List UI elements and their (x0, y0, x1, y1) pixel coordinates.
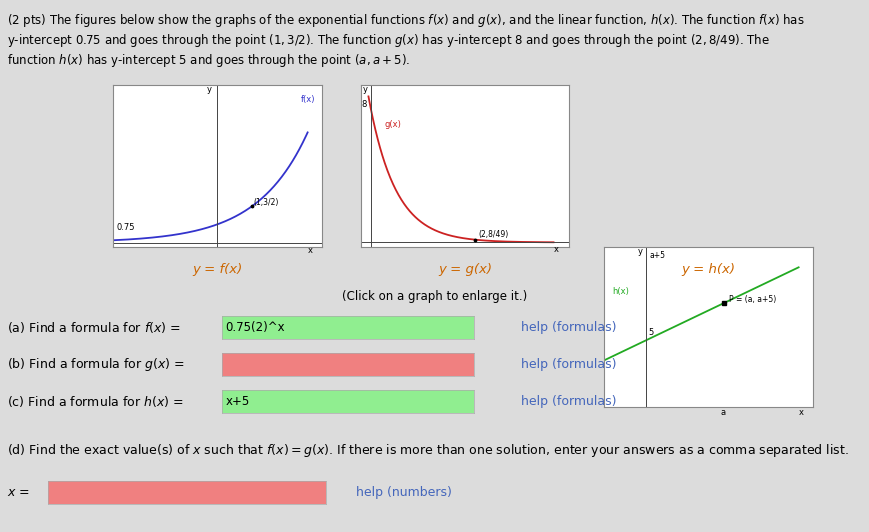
Text: 0.75: 0.75 (116, 223, 135, 232)
Text: y = h(x): y = h(x) (681, 263, 735, 276)
Text: (b) Find a formula for $g(x)$ =: (b) Find a formula for $g(x)$ = (7, 356, 184, 373)
Text: x: x (799, 408, 804, 417)
Text: function $h(x)$ has y-intercept 5 and goes through the point $(a, a + 5)$.: function $h(x)$ has y-intercept 5 and go… (7, 52, 410, 69)
Text: (Click on a graph to enlarge it.): (Click on a graph to enlarge it.) (342, 290, 527, 303)
Text: (1,3/2): (1,3/2) (254, 198, 279, 207)
Text: x+5: x+5 (225, 395, 249, 408)
Text: (d) Find the exact value(s) of $x$ such that $f(x) = g(x)$. If there is more tha: (d) Find the exact value(s) of $x$ such … (7, 442, 849, 459)
Text: help (formulas): help (formulas) (521, 321, 617, 334)
Text: help (formulas): help (formulas) (521, 395, 617, 408)
Text: P = (a, a+5): P = (a, a+5) (729, 295, 776, 304)
Text: 8: 8 (362, 99, 367, 109)
Text: $x$ =: $x$ = (7, 486, 30, 498)
Text: 0.75(2)^x: 0.75(2)^x (225, 321, 285, 334)
Text: x: x (554, 245, 559, 254)
Text: y-intercept 0.75 and goes through the point $(1, 3/2)$. The function $g(x)$ has : y-intercept 0.75 and goes through the po… (7, 32, 770, 49)
Text: x: x (308, 246, 313, 255)
Text: help (numbers): help (numbers) (356, 486, 452, 498)
Text: g(x): g(x) (384, 120, 401, 129)
Text: y: y (363, 85, 368, 94)
Text: y: y (637, 247, 642, 256)
Text: (a) Find a formula for $f(x)$ =: (a) Find a formula for $f(x)$ = (7, 320, 181, 335)
Text: y = f(x): y = f(x) (192, 263, 242, 276)
Text: a: a (721, 408, 726, 417)
Text: help (formulas): help (formulas) (521, 358, 617, 371)
Text: (2,8/49): (2,8/49) (478, 230, 508, 239)
Text: y = g(x): y = g(x) (438, 263, 492, 276)
Text: h(x): h(x) (613, 287, 629, 296)
Text: a+5: a+5 (650, 251, 666, 260)
Text: y: y (207, 85, 212, 94)
Text: (c) Find a formula for $h(x)$ =: (c) Find a formula for $h(x)$ = (7, 394, 183, 409)
Text: (2 pts) The figures below show the graphs of the exponential functions $f(x)$ an: (2 pts) The figures below show the graph… (7, 12, 805, 29)
Text: 5: 5 (648, 328, 653, 337)
Text: f(x): f(x) (301, 95, 315, 104)
